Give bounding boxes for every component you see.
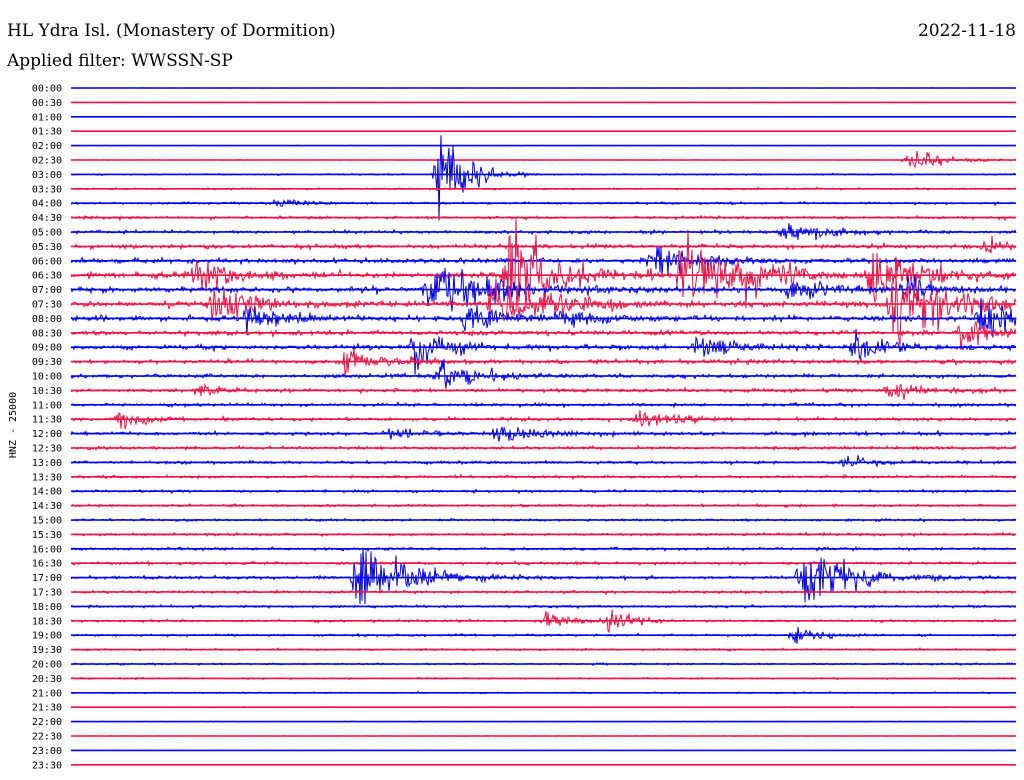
time-tick-label: 14:00	[32, 487, 62, 498]
time-tick-label: 23:00	[32, 746, 62, 757]
time-tick-label: 17:30	[32, 588, 62, 599]
trace-row	[70, 235, 1017, 254]
time-tick-label: 05:30	[32, 242, 62, 253]
time-tick-label: 22:30	[32, 732, 62, 743]
time-tick-label: 01:00	[32, 112, 62, 123]
trace-row	[70, 276, 1017, 346]
time-tick-label: 08:00	[32, 314, 62, 325]
time-tick-label: 15:30	[32, 530, 62, 541]
filter-label: Applied filter: WWSSN-SP	[6, 51, 233, 71]
trace-row	[70, 455, 1017, 468]
time-tick-label: 23:30	[32, 760, 62, 771]
time-tick-label: 11:30	[32, 415, 62, 426]
time-tick-label: 22:00	[32, 717, 62, 728]
time-tick-labels: 00:00 00:30 01:00 01:30 02:00 02:30 03:00 03:30…	[32, 84, 62, 772]
trace-row	[70, 425, 1017, 442]
time-tick-label: 20:30	[32, 674, 62, 685]
time-tick-label: 11:00	[32, 400, 62, 411]
time-tick-label: 04:30	[32, 213, 62, 224]
time-tick-label: 05:00	[32, 228, 62, 239]
trace-row	[70, 135, 1017, 221]
time-tick-label: 12:00	[32, 429, 62, 440]
time-tick-label: 17:00	[32, 573, 62, 584]
trace-row	[70, 328, 1017, 375]
time-tick-label: 03:00	[32, 170, 62, 181]
time-tick-label: 19:30	[32, 645, 62, 656]
date-label: 2022-11-18	[918, 21, 1016, 41]
time-tick-label: 07:30	[32, 300, 62, 311]
time-tick-label: 14:30	[32, 501, 62, 512]
time-tick-label: 18:00	[32, 602, 62, 613]
time-tick-label: 21:30	[32, 703, 62, 714]
time-tick-label: 06:00	[32, 256, 62, 267]
seismic-traces	[70, 87, 1017, 766]
time-tick-label: 08:30	[32, 328, 62, 339]
trace-row	[70, 150, 1017, 169]
time-tick-label: 03:30	[32, 184, 62, 195]
time-tick-label: 13:00	[32, 458, 62, 469]
time-tick-label: 02:00	[32, 141, 62, 152]
time-tick-label: 19:00	[32, 631, 62, 642]
station-title: HL Ydra Isl. (Monastery of Dormition)	[7, 21, 336, 41]
trace-row	[70, 382, 1017, 400]
time-tick-label: 10:00	[32, 372, 62, 383]
trace-row	[70, 548, 1017, 605]
y-axis-label: HNZ - 25000	[8, 392, 19, 458]
time-tick-label: 09:30	[32, 357, 62, 368]
time-tick-label: 16:30	[32, 559, 62, 570]
time-tick-label: 07:00	[32, 285, 62, 296]
time-tick-label: 20:00	[32, 660, 62, 671]
time-tick-label: 06:30	[32, 271, 62, 282]
time-tick-label: 00:30	[32, 98, 62, 109]
time-tick-label: 15:00	[32, 516, 62, 527]
time-tick-label: 10:30	[32, 386, 62, 397]
time-tick-label: 13:30	[32, 472, 62, 483]
time-tick-label: 02:30	[32, 156, 62, 167]
time-tick-label: 21:00	[32, 688, 62, 699]
time-tick-label: 00:00	[32, 84, 62, 95]
time-tick-label: 12:30	[32, 444, 62, 455]
time-tick-label: 09:00	[32, 343, 62, 354]
time-tick-label: 16:00	[32, 544, 62, 555]
time-tick-label: 01:30	[32, 127, 62, 138]
trace-row	[70, 359, 1017, 389]
time-tick-label: 04:00	[32, 199, 62, 210]
time-tick-label: 18:30	[32, 616, 62, 627]
